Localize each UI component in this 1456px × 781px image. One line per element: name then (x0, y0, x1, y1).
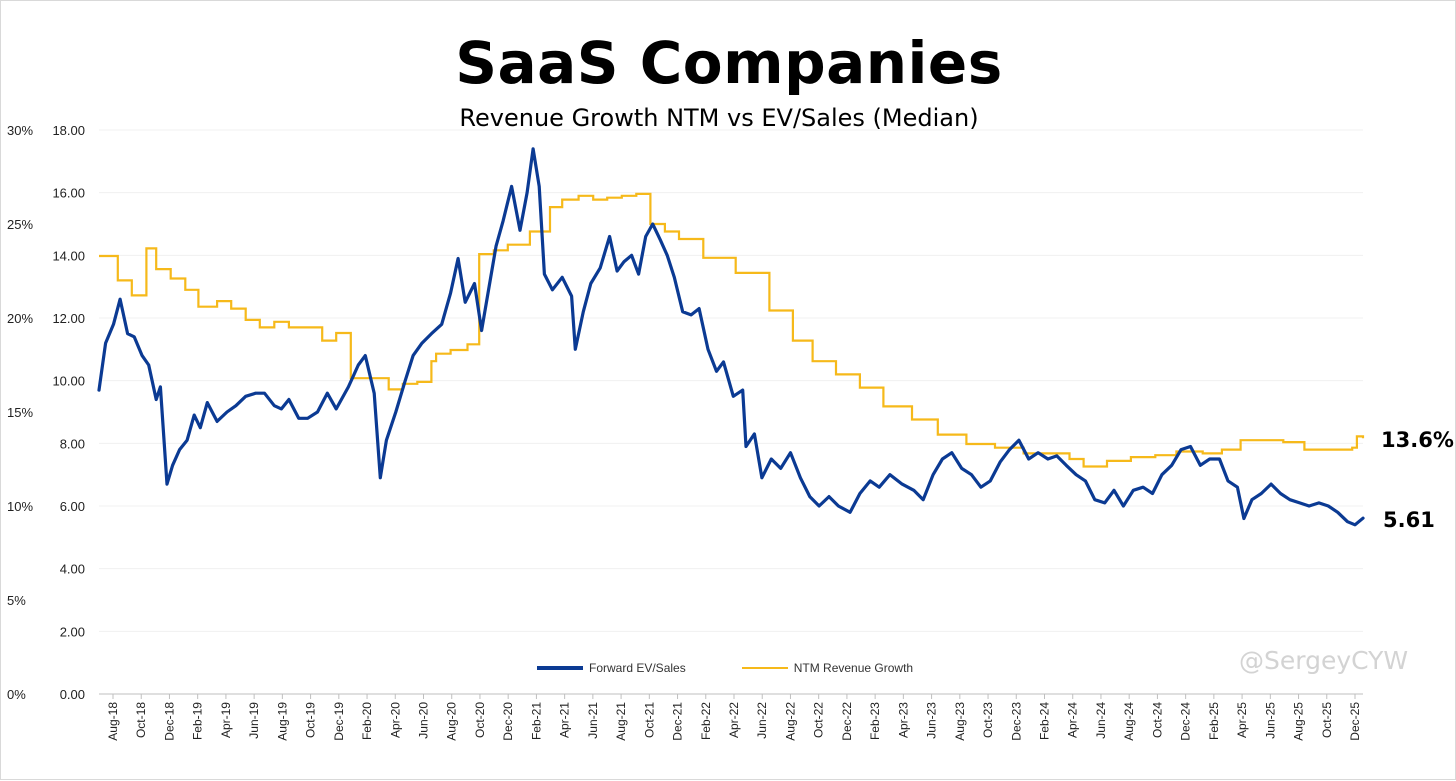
x-tick-label: Dec-20 (501, 702, 515, 741)
x-tick-label: Dec-24 (1179, 702, 1193, 741)
x-tick-label: Dec-19 (332, 702, 346, 741)
legend: Forward EV/Sales NTM Revenue Growth (537, 661, 913, 675)
chart-subtitle: Revenue Growth NTM vs EV/Sales (Median) (459, 104, 979, 132)
series-line-forward-ev-sales (97, 147, 1365, 527)
evs-tick-label: 14.00 (52, 248, 85, 263)
x-tick-label: Jun-21 (586, 702, 600, 739)
x-tick-label: Aug-23 (953, 702, 967, 741)
evs-tick-label: 18.00 (52, 123, 85, 138)
x-tick-label: Feb-25 (1207, 702, 1221, 740)
legend-item-growth: NTM Revenue Growth (741, 661, 914, 675)
x-tick-label: Aug-20 (445, 702, 459, 741)
x-tick-label: Feb-19 (191, 702, 205, 740)
legend-label-evs: Forward EV/Sales (589, 661, 686, 675)
x-tick-label: Feb-21 (529, 702, 543, 740)
x-tick-label: Apr-25 (1235, 702, 1249, 738)
x-tick-label: Jun-25 (1263, 702, 1277, 739)
growth-tick-label: 10% (7, 499, 33, 514)
x-tick-label: Aug-19 (275, 702, 289, 741)
x-tick-label: Oct-23 (981, 702, 995, 738)
growth-tick-label: 15% (7, 405, 33, 420)
evs-tick-label: 8.00 (60, 436, 85, 451)
x-tick-label: Aug-18 (106, 702, 120, 741)
growth-tick-label: 0% (7, 687, 26, 702)
x-tick-label: Oct-25 (1320, 702, 1334, 738)
growth-tick-label: 30% (7, 123, 33, 138)
x-tick-label: Jun-23 (925, 702, 939, 739)
evs-tick-label: 2.00 (60, 624, 85, 639)
x-tick-label: Feb-22 (699, 702, 713, 740)
series-line-ntm-revenue-growth (99, 192, 1365, 468)
growth-tick-label: 5% (7, 593, 26, 608)
x-tick-label: Apr-22 (727, 702, 741, 738)
x-tick-label: Apr-19 (219, 702, 233, 738)
x-tick-label: Jun-22 (755, 702, 769, 739)
legend-swatch-evs (537, 666, 583, 670)
x-tick-label: Aug-25 (1292, 702, 1306, 741)
x-tick-label: Apr-23 (896, 702, 910, 738)
x-tick-label: Dec-21 (671, 702, 685, 741)
x-tick-label: Dec-25 (1348, 702, 1362, 741)
legend-label-growth: NTM Revenue Growth (793, 661, 914, 675)
end-label-growth: 13.6% (1381, 428, 1454, 452)
x-tick-label: Apr-20 (388, 702, 402, 738)
x-tick-label: Oct-20 (473, 702, 487, 738)
x-tick-label: Oct-24 (1150, 702, 1164, 738)
x-tick-label: Aug-24 (1122, 702, 1136, 741)
x-tick-label: Dec-22 (840, 702, 854, 741)
evs-tick-label: 16.00 (52, 186, 85, 201)
x-tick-label: Dec-18 (162, 702, 176, 741)
x-tick-label: Oct-21 (642, 702, 656, 738)
x-tick-label: Apr-24 (1066, 702, 1080, 738)
x-tick-label: Jun-20 (417, 702, 431, 739)
x-tick-label: Aug-21 (614, 702, 628, 741)
watermark: @SergeyCYW (1239, 646, 1409, 675)
x-tick-label: Feb-24 (1038, 702, 1052, 740)
evs-tick-label: 12.00 (52, 311, 85, 326)
x-tick-label: Feb-23 (868, 702, 882, 740)
evs-tick-label: 0.00 (60, 687, 85, 702)
x-tick-label: Oct-22 (812, 702, 826, 738)
chart-title: SaaS Companies (455, 29, 1003, 97)
growth-tick-label: 20% (7, 311, 33, 326)
legend-item-evs: Forward EV/Sales (537, 661, 686, 675)
x-tick-label: Oct-19 (304, 702, 318, 738)
legend-swatch-growth (741, 667, 788, 669)
evs-tick-label: 6.00 (60, 499, 85, 514)
x-tick-label: Jun-24 (1094, 702, 1108, 739)
end-label-evs: 5.61 (1383, 508, 1435, 532)
x-tick-label: Dec-23 (1009, 702, 1023, 741)
evs-tick-label: 10.00 (52, 374, 85, 389)
x-tick-label: Aug-22 (783, 702, 797, 741)
x-tick-label: Apr-21 (558, 702, 572, 738)
evs-tick-label: 4.00 (60, 562, 85, 577)
growth-tick-label: 25% (7, 217, 33, 232)
x-tick-label: Oct-18 (134, 702, 148, 738)
x-tick-label: Feb-20 (360, 702, 374, 740)
x-tick-label: Jun-19 (247, 702, 261, 739)
